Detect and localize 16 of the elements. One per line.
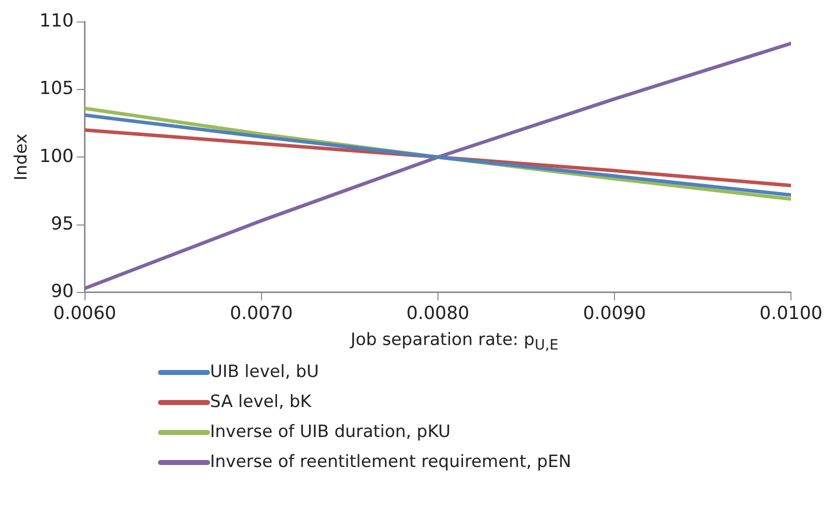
x-tick-label: 0.0060 (53, 302, 116, 324)
y-axis-title: Index (12, 134, 32, 181)
x-tick-label: 0.0100 (760, 302, 822, 324)
x-tick-label: 0.0070 (230, 302, 293, 324)
legend-label: UIB level, bU (210, 361, 319, 384)
y-tick-label: 105 (39, 78, 74, 100)
legend-label: Inverse of UIB duration, pKU (210, 421, 451, 444)
y-tick-label: 95 (50, 213, 74, 234)
y-tick-label: 90 (50, 281, 74, 302)
y-tick-label: 100 (39, 146, 74, 167)
x-tick-label: 0.0080 (406, 302, 470, 324)
legend-label: Inverse of reentitlement requirement, pEN (210, 451, 572, 474)
x-axis-title: Job separation rate: p$_{U,E}$ (348, 330, 560, 354)
x-tick-label: 0.0090 (582, 302, 646, 324)
legend-label: SA level, bK (210, 391, 312, 414)
y-tick-label: 110 (39, 10, 74, 32)
